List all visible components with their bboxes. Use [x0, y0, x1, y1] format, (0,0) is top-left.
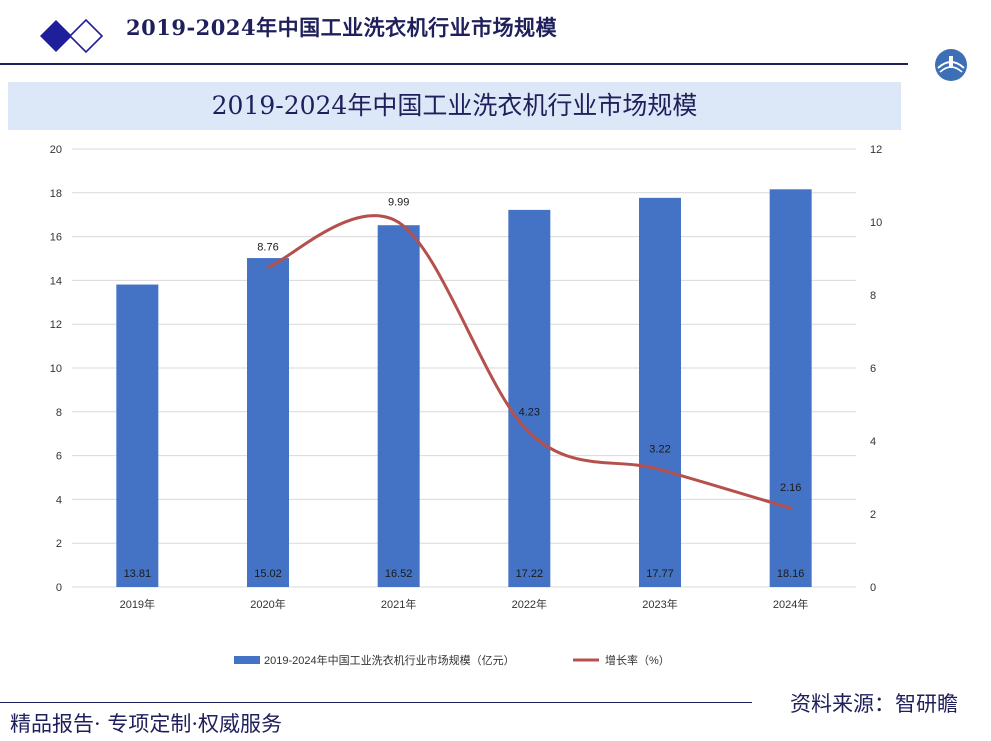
bar-data-label: 13.81: [124, 568, 152, 580]
y-left-tick-label: 16: [50, 232, 62, 244]
y-left-tick-label: 2: [56, 538, 62, 550]
bar-data-label: 18.16: [777, 568, 805, 580]
x-tick-label: 2022年: [512, 597, 547, 611]
bar-data-label: 17.77: [646, 568, 674, 580]
bar: [769, 189, 812, 587]
x-tick-label: 2024年: [773, 597, 808, 611]
y-right-tick-label: 10: [870, 217, 882, 229]
bar: [639, 197, 681, 587]
y-right-tick-label: 6: [870, 363, 876, 375]
line-data-label: 4.23: [519, 407, 540, 419]
line-point: [527, 431, 531, 435]
y-right-tick-label: 4: [870, 436, 876, 448]
bar-data-label: 17.22: [516, 568, 544, 580]
x-tick-label: 2023年: [642, 597, 677, 611]
y-left-tick-label: 20: [50, 144, 62, 156]
line-point: [658, 467, 662, 471]
bar: [247, 258, 289, 587]
bar: [116, 284, 159, 587]
line-point: [789, 506, 793, 510]
line-point: [397, 220, 401, 224]
x-tick-label: 2019年: [120, 597, 155, 611]
y-right-tick-label: 0: [870, 582, 876, 594]
diamond-logo-icon: [40, 18, 104, 54]
x-tick-label: 2021年: [381, 597, 416, 611]
chart-title-banner: 2019-2024年中国工业洗衣机行业市场规模: [8, 82, 901, 130]
bar: [377, 225, 420, 587]
line-data-label: 3.22: [649, 443, 670, 455]
chart-title: 2019-2024年中国工业洗衣机行业市场规模: [211, 91, 698, 120]
y-left-tick-label: 0: [56, 582, 62, 594]
bar-data-label: 15.02: [254, 568, 282, 580]
y-right-tick-label: 12: [870, 144, 882, 156]
y-left-tick-label: 12: [50, 319, 62, 331]
bar: [508, 209, 551, 587]
y-left-tick-label: 8: [56, 407, 62, 419]
x-tick-label: 2020年: [250, 597, 285, 611]
footer-divider: [0, 702, 752, 703]
legend-bar-label: 2019-2024年中国工业洗衣机行业市场规模（亿元）: [264, 653, 515, 667]
header-divider: [0, 63, 908, 65]
legend-bar-swatch: [234, 656, 260, 664]
y-left-tick-label: 4: [56, 494, 62, 506]
line-data-label: 9.99: [388, 196, 409, 208]
line-point: [266, 265, 270, 269]
line-data-label: 2.16: [780, 482, 801, 494]
brand-globe-icon: [935, 49, 967, 81]
y-left-tick-label: 14: [50, 275, 62, 287]
footer-slogan: 精品报告· 专项定制·权威服务: [10, 712, 283, 736]
growth-rate-line: [267, 214, 792, 510]
y-left-tick-label: 18: [50, 188, 62, 200]
page-title: 2019-2024年中国工业洗衣机行业市场规模: [126, 15, 558, 40]
legend-line-label: 增长率（%）: [605, 653, 670, 667]
bar-data-label: 16.52: [385, 568, 413, 580]
y-right-tick-label: 8: [870, 290, 876, 302]
y-left-tick-label: 10: [50, 363, 62, 375]
line-data-label: 8.76: [257, 241, 278, 253]
data-source: 资料来源：智研瞻: [790, 692, 958, 716]
y-right-tick-label: 2: [870, 509, 876, 521]
y-left-tick-label: 6: [56, 451, 62, 463]
